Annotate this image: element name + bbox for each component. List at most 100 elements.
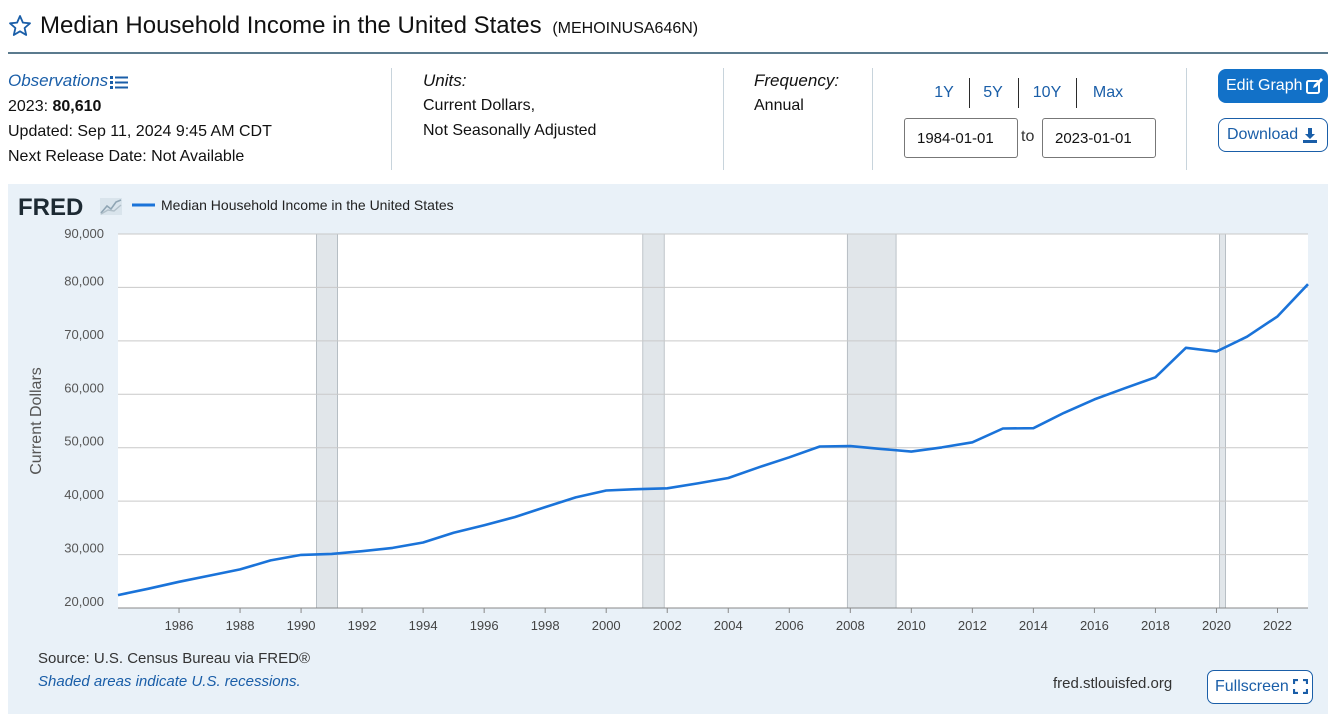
data-point[interactable] — [757, 465, 761, 469]
edit-graph-label: Edit Graph — [1226, 77, 1303, 94]
data-point[interactable] — [970, 440, 974, 444]
range-5y-button[interactable]: 5Y — [983, 84, 1003, 101]
data-point[interactable] — [1275, 314, 1279, 318]
data-point[interactable] — [787, 455, 791, 459]
data-point[interactable] — [940, 445, 944, 449]
data-point[interactable] — [1153, 375, 1157, 379]
observations-column: Observations 2023: 80,610 Updated: Sep 1… — [8, 68, 272, 169]
observations-label: Observations — [8, 71, 109, 90]
data-point[interactable] — [1062, 411, 1066, 415]
download-label: Download — [1227, 126, 1299, 143]
date-range-controls: 1Y 5Y 10Y Max to — [904, 64, 1164, 174]
x-tick-label: 2006 — [775, 618, 804, 633]
data-point[interactable] — [818, 444, 822, 448]
recession-note: Shaded areas indicate U.S. recessions. — [38, 673, 301, 690]
series-layer — [116, 282, 1310, 597]
fullscreen-button[interactable]: Fullscreen — [1207, 670, 1313, 704]
end-date-input[interactable] — [1042, 118, 1156, 158]
x-tick-label: 2022 — [1263, 618, 1292, 633]
data-point[interactable] — [1001, 427, 1005, 431]
plot-area — [118, 234, 1308, 608]
units-column: Units: Current Dollars, Not Seasonally A… — [423, 68, 596, 143]
y-tick-label: 80,000 — [64, 273, 104, 288]
x-tick-label: 2000 — [592, 618, 621, 633]
star-icon[interactable] — [8, 14, 32, 38]
data-point[interactable] — [330, 552, 334, 556]
data-point[interactable] — [879, 447, 883, 451]
recession-band — [642, 233, 665, 609]
range-separator — [969, 78, 970, 108]
data-point[interactable] — [574, 495, 578, 499]
data-point[interactable] — [299, 553, 303, 557]
fullscreen-label: Fullscreen — [1215, 678, 1289, 695]
x-tick-label: 2016 — [1080, 618, 1109, 633]
edit-icon — [1306, 77, 1324, 94]
meta-divider — [1186, 68, 1187, 170]
range-max-button[interactable]: Max — [1092, 84, 1124, 101]
data-point[interactable] — [635, 487, 639, 491]
series-line — [117, 283, 1309, 597]
x-tick-label: 1988 — [226, 618, 255, 633]
data-point[interactable] — [1031, 426, 1035, 430]
download-icon — [1303, 127, 1318, 143]
meta-divider — [872, 68, 873, 170]
series-meta: Observations 2023: 80,610 Updated: Sep 1… — [0, 64, 1336, 174]
next-release-text: Next Release Date: Not Available — [8, 148, 245, 165]
recession-band — [846, 233, 897, 609]
units-line-1: Current Dollars, — [423, 97, 536, 114]
chart-panel: FRED Median Household Income in the Unit… — [8, 184, 1328, 714]
range-1y-button[interactable]: 1Y — [934, 84, 954, 101]
meta-divider — [723, 68, 724, 170]
data-point[interactable] — [1123, 386, 1127, 390]
y-tick-label: 90,000 — [64, 226, 104, 241]
x-tick-label: 2002 — [653, 618, 682, 633]
data-point[interactable] — [452, 531, 456, 535]
fred-logo-graph-icon — [100, 198, 122, 215]
range-separator — [1018, 78, 1019, 108]
data-point[interactable] — [1092, 397, 1096, 401]
data-point[interactable] — [1306, 282, 1310, 286]
x-tick-label: 1998 — [531, 618, 560, 633]
data-point[interactable] — [665, 486, 669, 490]
data-point[interactable] — [208, 574, 212, 578]
data-point[interactable] — [696, 481, 700, 485]
data-point[interactable] — [482, 523, 486, 527]
legend-label: Median Household Income in the United St… — [161, 197, 454, 213]
data-point[interactable] — [238, 567, 242, 571]
data-point[interactable] — [1245, 335, 1249, 339]
x-tick-label: 2012 — [958, 618, 987, 633]
recession-band — [1219, 233, 1226, 609]
data-point[interactable] — [513, 515, 517, 519]
data-point[interactable] — [543, 505, 547, 509]
data-point[interactable] — [848, 444, 852, 448]
units-label: Units: — [423, 71, 467, 90]
latest-observation: 2023: 80,610 — [8, 94, 272, 119]
y-tick-label: 40,000 — [64, 487, 104, 502]
edit-graph-button[interactable]: Edit Graph — [1218, 69, 1328, 103]
range-10y-button[interactable]: 10Y — [1032, 84, 1062, 101]
observations-link[interactable]: Observations — [8, 71, 129, 90]
y-tick-label: 70,000 — [64, 327, 104, 342]
data-point[interactable] — [1214, 349, 1218, 353]
data-point[interactable] — [147, 587, 151, 591]
data-point[interactable] — [360, 549, 364, 553]
y-tick-label: 60,000 — [64, 380, 104, 395]
data-point[interactable] — [909, 450, 913, 454]
x-tick-label: 2008 — [836, 618, 865, 633]
range-separator — [1076, 78, 1077, 108]
data-point[interactable] — [604, 489, 608, 493]
data-point[interactable] — [116, 593, 120, 597]
data-point[interactable] — [269, 558, 273, 562]
download-button[interactable]: Download — [1218, 118, 1328, 152]
start-date-input[interactable] — [904, 118, 1018, 158]
data-point[interactable] — [177, 580, 181, 584]
data-point[interactable] — [726, 476, 730, 480]
meta-divider — [391, 68, 392, 170]
x-tick-label: 2018 — [1141, 618, 1170, 633]
data-point[interactable] — [421, 540, 425, 544]
data-point[interactable] — [391, 546, 395, 550]
fullscreen-icon — [1292, 679, 1308, 695]
x-tick-label: 1990 — [287, 618, 316, 633]
data-point[interactable] — [1184, 346, 1188, 350]
fred-logo-text: FRED — [18, 194, 83, 221]
